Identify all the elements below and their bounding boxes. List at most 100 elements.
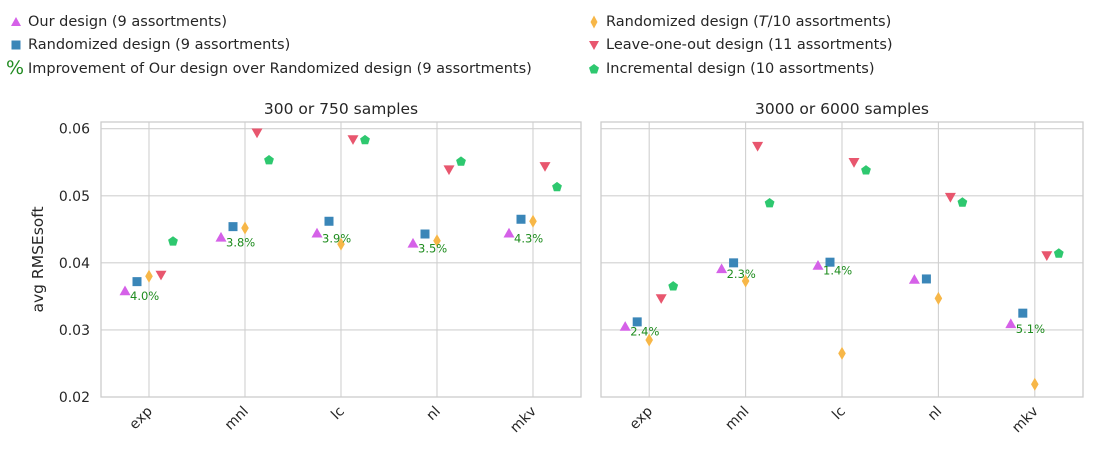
randomized9-point	[228, 222, 238, 232]
loo-point	[1041, 251, 1053, 261]
legend-item-ours: Our design (9 assortments)	[6, 10, 532, 34]
x-tick-label: mnl	[222, 404, 252, 434]
y-axis-label: avg RMSEsoft	[29, 206, 47, 312]
ours-point	[1005, 318, 1017, 329]
legend-label-randomized9: Randomized design (9 assortments)	[28, 37, 291, 54]
improvement-label: 3.5%	[418, 241, 447, 255]
loo-point	[251, 128, 263, 139]
randomizedT-point	[838, 346, 846, 360]
incremental-point	[552, 181, 562, 192]
ours-point	[503, 227, 515, 238]
x-tick-label: mkv	[1009, 404, 1042, 437]
incremental-point	[264, 155, 274, 165]
improvement-label: 2.4%	[630, 325, 659, 339]
ours-point	[407, 237, 419, 248]
randomizedT-point	[433, 234, 441, 248]
y-tick-label: 0.06	[59, 122, 90, 138]
randomizedT-point	[645, 333, 653, 347]
loo-point	[944, 192, 956, 203]
ours-point	[716, 263, 728, 274]
panel-frame	[100, 121, 582, 398]
legend-item-randomized9: Randomized design (9 assortments)	[6, 34, 532, 58]
square-marker-icon	[11, 40, 21, 50]
randomized9-point	[729, 258, 739, 268]
randomizedT-point	[934, 291, 943, 305]
y-tick-label: 0.04	[59, 256, 90, 272]
y-tick-label: 0.03	[59, 323, 90, 339]
y-tick-label: 0.05	[59, 189, 90, 205]
randomized9-point	[921, 274, 931, 284]
panel-title: 3000 or 6000 samples	[755, 100, 929, 118]
x-tick-label: lc	[328, 404, 348, 424]
pentagon-marker-icon	[589, 63, 599, 74]
incremental-point	[168, 236, 178, 246]
legend-left: Our design (9 assortments) Randomized de…	[6, 10, 532, 81]
incremental-point	[456, 156, 466, 166]
legend-label-improvement: Improvement of Our design over Randomize…	[28, 60, 532, 77]
legend-label-randomizedT: Randomized design (T/10 assortments)	[606, 13, 892, 30]
incremental-point	[861, 165, 871, 175]
loo-point	[155, 270, 167, 281]
randomizedT-point	[241, 221, 249, 235]
loo-point	[443, 165, 455, 176]
randomizedT-point	[145, 269, 153, 283]
randomizedT-point	[529, 214, 537, 228]
randomized9-point	[132, 277, 142, 287]
improvement-label: 4.3%	[514, 231, 543, 245]
improvement-label: 5.1%	[1016, 322, 1045, 336]
x-tick-label: nl	[925, 404, 945, 424]
legend-right: Randomized design (T/10 assortments) Lea…	[584, 10, 893, 81]
randomizedT-point	[741, 274, 750, 288]
x-tick-label: mnl	[722, 404, 752, 434]
incremental-point	[764, 198, 775, 208]
randomized9-point	[420, 229, 430, 239]
improvement-label: 2.3%	[727, 267, 756, 281]
incremental-point	[957, 197, 968, 207]
x-tick-label: exp	[627, 403, 656, 432]
incremental-point	[1053, 248, 1064, 258]
percent-icon: %	[6, 57, 25, 80]
panel-frame	[600, 121, 1084, 398]
ours-point	[119, 285, 131, 296]
ours-point	[215, 231, 227, 242]
ours-point	[908, 274, 920, 284]
y-tick-label: 0.02	[59, 390, 90, 406]
randomizedT-point	[337, 237, 345, 251]
ours-point	[311, 227, 323, 238]
x-tick-label: lc	[829, 404, 849, 424]
x-tick-label: mkv	[507, 404, 540, 437]
diamond-marker-icon	[590, 15, 598, 29]
randomized9-point	[632, 317, 642, 327]
x-tick-label: exp	[126, 403, 155, 432]
improvement-label: 3.9%	[322, 231, 351, 245]
loo-point	[347, 135, 359, 145]
legend-item-randomizedT: Randomized design (T/10 assortments)	[584, 10, 893, 34]
loo-point	[848, 158, 860, 168]
randomized9-point	[1018, 308, 1028, 318]
incremental-point	[668, 281, 679, 291]
randomizedT-point	[1031, 377, 1039, 391]
randomized9-point	[825, 257, 835, 267]
improvement-label: 1.4%	[823, 264, 852, 278]
legend-item-loo: Leave-one-out design (11 assortments)	[584, 34, 893, 58]
loo-point	[539, 162, 551, 172]
legend-item-incremental: Incremental design (10 assortments)	[584, 57, 893, 81]
incremental-point	[360, 134, 370, 145]
improvement-label: 3.8%	[226, 235, 255, 249]
randomized9-point	[516, 214, 526, 224]
loo-point	[655, 294, 667, 304]
legend-label-incremental: Incremental design (10 assortments)	[606, 60, 875, 77]
loo-point	[752, 141, 764, 152]
improvement-label: 4.0%	[130, 289, 159, 303]
legend-label-loo: Leave-one-out design (11 assortments)	[606, 37, 893, 54]
ours-point	[812, 260, 824, 270]
x-tick-label: nl	[423, 404, 443, 424]
triangle-up-marker-icon	[11, 16, 21, 26]
ours-point	[619, 321, 631, 331]
legend-item-improvement: % Improvement of Our design over Randomi…	[6, 57, 532, 81]
triangle-down-marker-icon	[589, 41, 599, 51]
legend-label-ours: Our design (9 assortments)	[28, 13, 228, 30]
randomized9-point	[324, 216, 334, 226]
panel-title: 300 or 750 samples	[264, 100, 418, 118]
